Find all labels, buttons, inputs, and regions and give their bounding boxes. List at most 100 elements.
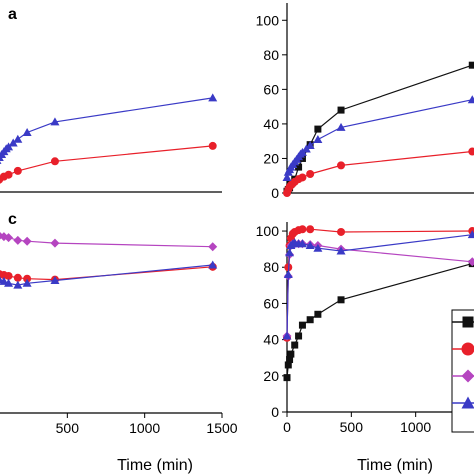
plot-area-b [282, 61, 474, 197]
data-point [22, 127, 32, 136]
data-point [336, 246, 346, 255]
series-line [0, 235, 213, 248]
y-tick-label: 80 [263, 259, 279, 275]
data-point [336, 122, 346, 131]
data-point [306, 316, 314, 324]
series-line [286, 150, 473, 194]
series-line [286, 243, 473, 337]
data-point [8, 138, 18, 147]
legend-marker [461, 369, 474, 383]
data-point [208, 141, 217, 150]
data-point [306, 170, 315, 178]
data-point [305, 241, 315, 250]
data-point [22, 236, 32, 246]
data-point [298, 225, 307, 234]
series-blue [0, 260, 218, 289]
y-tick-label: 60 [263, 295, 279, 311]
y-tick-label: 20 [263, 150, 279, 166]
legend-entry [452, 316, 474, 328]
y-tick-label: 40 [263, 116, 279, 132]
data-point [22, 278, 32, 287]
data-point [0, 154, 4, 161]
data-point [50, 276, 60, 285]
data-point [291, 341, 299, 349]
legend-entry [452, 396, 474, 409]
data-point [337, 227, 346, 236]
data-point [23, 274, 32, 283]
legend-marker [461, 396, 474, 409]
axes-b: 0 20 40 60 80 100 [256, 3, 474, 201]
x-tick-label: 500 [56, 420, 80, 436]
data-point [298, 173, 307, 182]
data-point [285, 248, 295, 257]
x-tick-label: 1000 [129, 420, 160, 436]
legend-frame [451, 309, 474, 433]
data-point [297, 239, 307, 248]
y-tick-label: 40 [263, 332, 279, 348]
chart-root: a020406080100050010001500Time (min)c0204… [0, 3, 474, 474]
x-tick-label: 1000 [400, 419, 431, 435]
data-point [313, 134, 323, 143]
x-axis-title: Time (min) [357, 457, 433, 474]
series-red [0, 141, 217, 185]
series-red [0, 262, 217, 284]
plot-area-c [0, 231, 218, 289]
data-point [313, 243, 323, 252]
data-point [4, 142, 14, 151]
data-point [4, 278, 14, 287]
legend-entry [452, 342, 474, 356]
legend [451, 309, 474, 433]
data-point [208, 242, 218, 252]
data-point [50, 238, 60, 248]
series-line [0, 145, 213, 180]
data-point [314, 310, 322, 318]
data-point [50, 117, 60, 126]
data-point [305, 141, 315, 149]
data-point [314, 125, 322, 133]
data-point [468, 147, 474, 156]
data-point [337, 161, 346, 170]
data-point [467, 230, 474, 239]
panel-b: 0 20 40 60 80 100 [256, 3, 474, 201]
panel-label: a [8, 6, 17, 23]
x-tick-label: 500 [340, 419, 364, 435]
series-line [0, 264, 213, 286]
series-blue [282, 230, 474, 340]
y-tick-label: 20 [263, 368, 279, 384]
data-point [0, 276, 4, 284]
legend-marker [461, 342, 474, 356]
data-point [468, 61, 474, 69]
data-point [13, 235, 23, 245]
data-point [337, 296, 345, 304]
y-tick-label: 100 [256, 12, 280, 28]
series-line [286, 263, 473, 378]
data-point [4, 271, 13, 280]
legend-entry [452, 369, 474, 383]
data-point [13, 166, 22, 175]
data-point [283, 374, 291, 382]
panel-label: c [8, 211, 17, 228]
data-point [283, 269, 293, 278]
y-tick-label: 100 [256, 223, 280, 239]
data-point [282, 331, 292, 340]
data-point [13, 134, 23, 143]
panel-a: a [0, 6, 222, 193]
data-point [50, 157, 59, 166]
data-point [282, 172, 292, 181]
data-point [4, 170, 13, 179]
x-tick-label: 0 [283, 419, 291, 435]
data-point [284, 361, 292, 369]
plot-area-d [282, 225, 474, 382]
series-magenta [0, 231, 218, 252]
data-point [298, 321, 306, 329]
y-tick-label: 0 [271, 185, 279, 201]
data-point [0, 232, 9, 242]
y-tick-label: 80 [263, 47, 279, 63]
data-point [4, 233, 14, 243]
data-point [13, 273, 22, 282]
series-red [283, 147, 474, 197]
